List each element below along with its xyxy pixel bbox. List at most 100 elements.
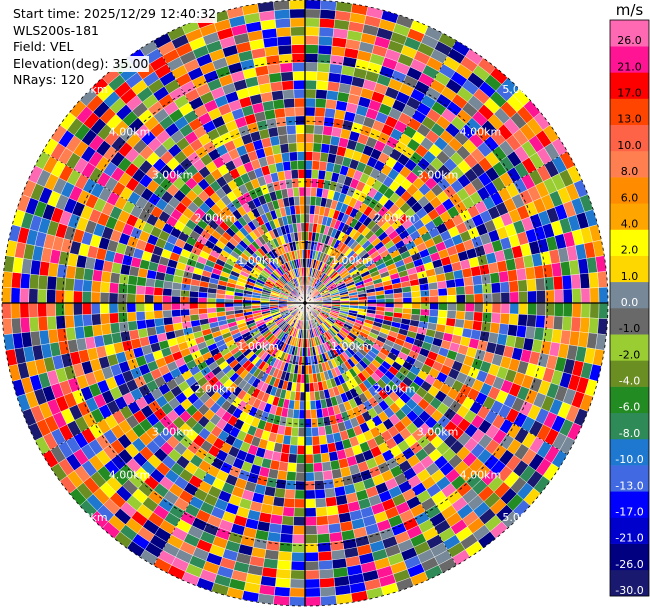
range-ring-label: 4.00km: [109, 468, 151, 481]
range-gate: [215, 298, 226, 304]
range-ring-label: 1.00km: [237, 254, 279, 267]
range-gate: [289, 435, 299, 446]
range-gate: [135, 285, 146, 295]
range-gate: [294, 204, 301, 215]
range-gate: [304, 463, 315, 473]
range-gate: [313, 133, 323, 144]
range-gate: [56, 327, 68, 343]
range-gate: [109, 282, 120, 294]
range-gate: [310, 187, 318, 197]
range-gate: [533, 327, 545, 341]
colorbar-tick-label: -21.0: [615, 532, 643, 545]
range-gate: [465, 293, 475, 304]
range-gate: [198, 307, 208, 315]
range-gate: [274, 107, 286, 119]
range-gate: [291, 418, 300, 428]
colorbar-tick-label: 0.0: [621, 296, 639, 309]
range-gate: [517, 314, 528, 327]
range-gate: [2, 318, 13, 335]
field-text: Field: VEL: [12, 39, 75, 56]
range-gate: [285, 480, 296, 491]
range-gate: [100, 313, 111, 325]
range-gate: [295, 213, 301, 224]
range-gate: [275, 478, 287, 490]
range-gate: [309, 400, 317, 410]
range-gate: [321, 461, 332, 472]
range-gate: [335, 593, 353, 605]
range-gate: [524, 326, 536, 340]
range-gate: [269, 514, 283, 525]
range-gate: [296, 151, 306, 161]
range-gate: [126, 284, 137, 295]
range-gate: [294, 106, 306, 117]
colorbar-unit-label: m/s: [616, 1, 644, 19]
range-gate: [55, 276, 66, 291]
range-ring-label: 2.00km: [195, 383, 237, 396]
range-gate: [595, 255, 607, 273]
range-gate: [296, 445, 306, 455]
range-gate: [28, 288, 39, 304]
range-gate: [1, 302, 12, 320]
range-gate: [500, 302, 511, 314]
range-gate: [162, 316, 174, 326]
range-gate: [304, 151, 314, 161]
range-gate: [304, 35, 320, 46]
range-gate: [316, 80, 329, 91]
range-ring-label: 1.00km: [237, 340, 279, 353]
range-gate: [291, 552, 306, 562]
range-gate: [322, 470, 334, 481]
range-gate: [304, 534, 318, 544]
range-gate: [291, 53, 306, 63]
range-ring-label: 3.00km: [152, 426, 194, 439]
range-gate: [304, 480, 315, 491]
range-gate: [317, 426, 327, 437]
range-gate: [304, 71, 318, 81]
range-gate: [108, 302, 119, 314]
range-gate: [291, 178, 300, 188]
colorbar-tick-label: -2.0: [619, 348, 640, 361]
range-gate: [295, 124, 306, 135]
range-gate: [480, 321, 492, 333]
colorbar-tick-label: -8.0: [619, 427, 640, 440]
range-ring-label: 3.00km: [417, 426, 459, 439]
range-gate: [544, 276, 555, 291]
range-gate: [473, 311, 484, 322]
range-gate: [438, 295, 448, 304]
range-gate: [272, 98, 285, 110]
range-gate: [304, 195, 311, 206]
range-gate: [304, 418, 312, 428]
range-gate: [65, 265, 77, 279]
range-gate: [162, 302, 172, 311]
range-gate: [292, 534, 306, 544]
range-gate: [293, 507, 306, 518]
range-gate: [589, 287, 600, 304]
range-gate: [284, 488, 296, 499]
range-gate: [304, 489, 316, 500]
range-gate: [92, 269, 103, 282]
range-gate: [472, 274, 483, 286]
range-gate: [319, 18, 336, 29]
range-gate: [562, 302, 573, 318]
range-gate: [545, 302, 555, 317]
range-gate: [536, 302, 546, 316]
range-gate: [571, 288, 582, 304]
range-gate: [275, 116, 287, 128]
range-gate: [304, 427, 313, 437]
range-gate: [327, 442, 337, 453]
range-gate: [527, 290, 537, 304]
range-gate: [317, 53, 332, 64]
range-gate: [304, 0, 322, 10]
range-gate: [171, 295, 181, 304]
range-gate: [316, 524, 330, 535]
range-gate: [295, 471, 306, 482]
colorbar-tick-label: -1.0: [619, 322, 640, 335]
range-gate: [298, 186, 306, 197]
range-gate: [319, 443, 329, 454]
range-gate: [320, 595, 337, 606]
range-gate: [562, 288, 573, 304]
range-gate: [320, 143, 331, 154]
range-gate: [480, 273, 492, 285]
range-gate: [314, 488, 326, 499]
range-gate: [436, 280, 448, 290]
range-gate: [312, 151, 322, 162]
